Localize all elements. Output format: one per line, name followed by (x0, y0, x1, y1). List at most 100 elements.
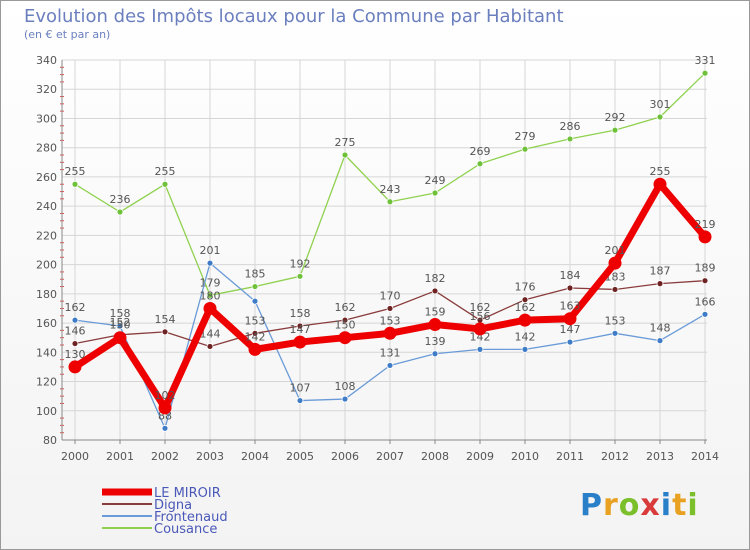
data-label-frontenaud: 142 (515, 330, 536, 343)
data-point-digna (701, 277, 709, 285)
data-label-le-miroir: 102 (155, 389, 176, 402)
data-point-le-miroir (698, 230, 712, 244)
data-label-le-miroir: 142 (245, 330, 266, 343)
data-label-frontenaud: 107 (290, 382, 311, 395)
data-label-le-miroir: 255 (650, 165, 671, 178)
data-point-le-miroir (428, 318, 442, 332)
data-label-le-miroir: 150 (110, 319, 131, 332)
x-tick-label: 2002 (151, 450, 179, 463)
data-label-le-miroir: 130 (65, 348, 86, 361)
data-label-frontenaud: 148 (650, 322, 671, 335)
y-tick-label: 220 (36, 229, 57, 242)
y-tick-label: 160 (36, 317, 57, 330)
data-point-le-miroir (518, 313, 532, 327)
data-label-le-miroir: 153 (380, 314, 401, 327)
data-point-digna (251, 329, 259, 337)
x-tick-label: 2010 (511, 450, 539, 463)
data-point-le-miroir (68, 360, 82, 374)
data-label-cousance: 275 (335, 136, 356, 149)
data-point-frontenaud (656, 337, 664, 345)
data-label-cousance: 185 (245, 268, 266, 281)
data-point-frontenaud (611, 329, 619, 337)
data-point-le-miroir (473, 322, 487, 336)
y-tick-label: 140 (36, 346, 57, 359)
data-point-cousance (521, 145, 529, 153)
chart-subtitle: (en € et par an) (24, 28, 111, 41)
data-point-digna (341, 316, 349, 324)
data-label-digna: 187 (650, 265, 671, 278)
data-label-le-miroir: 147 (290, 323, 311, 336)
data-point-digna (656, 280, 664, 288)
data-point-le-miroir (158, 401, 172, 415)
data-label-cousance: 236 (110, 193, 131, 206)
data-label-cousance: 255 (155, 165, 176, 178)
x-tick-label: 2008 (421, 450, 449, 463)
x-tick-label: 2001 (106, 450, 134, 463)
legend-label-frontenaud: Frontenaud (154, 510, 228, 525)
data-label-digna: 154 (155, 313, 176, 326)
data-point-cousance (431, 189, 439, 197)
data-point-cousance (116, 208, 124, 216)
data-label-cousance: 269 (470, 145, 491, 158)
data-point-le-miroir (113, 331, 127, 345)
data-point-frontenaud (521, 345, 529, 353)
data-point-le-miroir (248, 342, 262, 356)
data-label-cousance: 255 (65, 165, 86, 178)
data-label-frontenaud: 139 (425, 335, 446, 348)
data-point-cousance (161, 180, 169, 188)
data-point-cousance (701, 69, 709, 77)
data-point-digna (206, 343, 214, 350)
data-point-frontenaud (566, 338, 574, 346)
data-label-cousance: 179 (200, 276, 221, 289)
x-tick-label: 2012 (601, 450, 629, 463)
data-label-le-miroir: 150 (335, 319, 356, 332)
data-point-cousance (611, 126, 619, 134)
data-label-frontenaud: 147 (560, 323, 581, 336)
data-label-digna: 144 (200, 327, 221, 340)
data-point-frontenaud (116, 322, 124, 330)
proxiti-logo: Proxiti (580, 488, 699, 523)
data-label-frontenaud: 142 (470, 330, 491, 343)
data-label-cousance: 192 (290, 257, 311, 270)
y-tick-label: 300 (36, 112, 57, 125)
y-tick-label: 240 (36, 200, 57, 213)
data-label-digna: 176 (515, 281, 536, 294)
data-point-digna (161, 328, 169, 336)
data-label-le-miroir: 180 (200, 289, 221, 302)
data-label-cousance: 249 (425, 174, 446, 187)
x-tick-label: 2013 (646, 450, 674, 463)
data-label-cousance: 292 (605, 111, 626, 124)
x-tick-label: 2000 (61, 450, 89, 463)
data-point-frontenaud (386, 362, 394, 369)
data-label-frontenaud: 166 (695, 295, 716, 308)
data-label-digna: 170 (380, 289, 401, 302)
x-tick-label: 2011 (556, 450, 584, 463)
x-tick-label: 2009 (466, 450, 494, 463)
y-tick-label: 120 (36, 376, 57, 389)
data-label-le-miroir: 159 (425, 306, 446, 319)
legend-label-cousance: Cousance (154, 522, 217, 537)
data-point-le-miroir (383, 326, 397, 340)
data-point-frontenaud (206, 259, 214, 267)
y-tick-label: 340 (36, 54, 57, 67)
data-label-le-miroir: 201 (605, 244, 626, 257)
x-tick-label: 2003 (196, 450, 224, 463)
data-label-cousance: 286 (560, 120, 581, 133)
data-point-le-miroir (653, 177, 667, 191)
data-point-digna (611, 286, 619, 293)
y-tick-label: 260 (36, 171, 57, 184)
chart-title: Evolution des Impôts locaux pour la Comm… (24, 6, 564, 27)
data-point-cousance (71, 180, 79, 188)
x-tick-label: 2014 (691, 450, 719, 463)
data-label-frontenaud: 108 (335, 380, 356, 393)
data-label-cousance: 243 (380, 183, 401, 196)
data-point-digna (296, 322, 304, 330)
data-label-digna: 158 (290, 307, 311, 320)
data-label-digna: 189 (695, 262, 716, 275)
data-label-le-miroir: 163 (560, 300, 581, 313)
legend-label-le-miroir: LE MIROIR (154, 486, 221, 501)
data-point-le-miroir (293, 335, 307, 349)
x-tick-label: 2005 (286, 450, 314, 463)
data-point-cousance (566, 135, 574, 143)
